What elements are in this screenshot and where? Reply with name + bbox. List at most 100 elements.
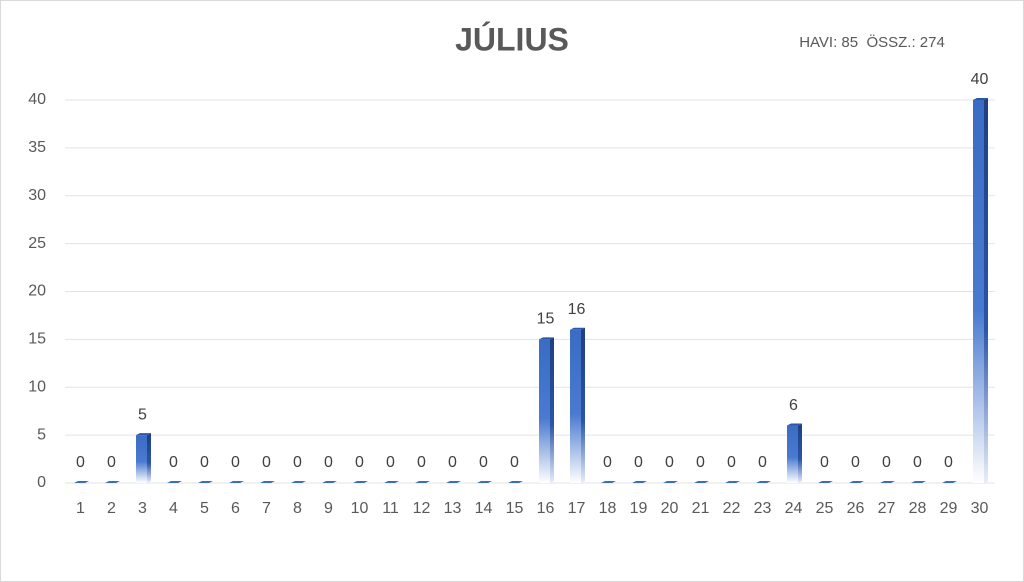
value-label: 0 (944, 454, 953, 471)
value-label: 0 (107, 454, 116, 471)
value-label: 0 (293, 454, 302, 471)
x-tick-label: 8 (293, 500, 302, 517)
bar (942, 481, 957, 483)
x-tick-label: 26 (847, 500, 865, 517)
bar (787, 425, 798, 483)
x-tick-label: 19 (630, 500, 648, 517)
x-tick-label: 27 (878, 500, 896, 517)
bar-top (136, 433, 151, 436)
bar (477, 481, 492, 483)
x-tick-label: 15 (506, 500, 524, 517)
x-tick-label: 4 (169, 500, 178, 517)
bar (601, 481, 616, 483)
bar (849, 481, 864, 483)
value-label: 0 (76, 454, 85, 471)
bar (632, 481, 647, 483)
y-tick-label: 30 (28, 187, 46, 204)
bar-top (539, 337, 554, 340)
x-tick-label: 2 (107, 500, 116, 517)
x-tick-label: 21 (692, 500, 710, 517)
value-label: 0 (851, 454, 860, 471)
bar (694, 481, 709, 483)
bar (105, 481, 120, 483)
bar (508, 481, 523, 483)
y-tick-label: 25 (28, 235, 46, 252)
x-tick-label: 18 (599, 500, 617, 517)
y-tick-label: 40 (28, 91, 46, 108)
x-tick-label: 5 (200, 500, 209, 517)
bar-top (570, 327, 585, 330)
value-label: 0 (758, 454, 767, 471)
value-label: 6 (789, 397, 798, 414)
bar (973, 100, 984, 483)
x-tick-label: 16 (537, 500, 555, 517)
value-label: 0 (231, 454, 240, 471)
x-tick-label: 12 (413, 500, 431, 517)
bar (74, 481, 89, 483)
bar-top (973, 98, 988, 100)
x-tick-label: 25 (816, 500, 834, 517)
y-tick-label: 5 (37, 426, 46, 443)
bar (818, 481, 833, 483)
value-label: 0 (479, 454, 488, 471)
bar (229, 481, 244, 483)
y-tick-label: 20 (28, 283, 46, 300)
bar (570, 329, 581, 483)
x-tick-label: 20 (661, 500, 679, 517)
value-label: 0 (913, 454, 922, 471)
x-tick-label: 9 (324, 500, 333, 517)
chart-title: JÚLIUS (455, 21, 569, 57)
bar (725, 481, 740, 483)
x-tick-label: 1 (76, 500, 85, 517)
value-label: 5 (138, 406, 147, 423)
value-label: 0 (324, 454, 333, 471)
value-label: 0 (696, 454, 705, 471)
x-tick-label: 17 (568, 500, 586, 517)
bar (446, 481, 461, 483)
bar (136, 435, 147, 483)
x-tick-label: 11 (382, 500, 399, 517)
value-label: 0 (510, 454, 519, 471)
bar (539, 339, 550, 483)
bar (353, 481, 368, 483)
x-tick-label: 7 (262, 500, 271, 517)
value-label: 0 (169, 454, 178, 471)
x-tick-label: 3 (138, 500, 147, 517)
bar-top (787, 423, 802, 426)
bar (260, 481, 275, 483)
bar-side (550, 337, 554, 483)
bar-side (798, 423, 802, 483)
bar (322, 481, 337, 483)
value-label: 0 (200, 454, 209, 471)
bar (756, 481, 771, 483)
x-tick-label: 6 (231, 500, 240, 517)
x-tick-label: 29 (940, 500, 958, 517)
bar (291, 481, 306, 483)
bar-side (147, 433, 151, 483)
y-tick-label: 10 (28, 378, 46, 395)
value-label: 0 (882, 454, 891, 471)
x-tick-label: 22 (723, 500, 741, 517)
x-tick-label: 13 (444, 500, 462, 517)
value-label: 40 (971, 71, 989, 88)
bar (198, 481, 213, 483)
value-label: 0 (820, 454, 829, 471)
bar (384, 481, 399, 483)
y-tick-label: 0 (37, 474, 46, 491)
value-label: 0 (634, 454, 643, 471)
value-label: 0 (355, 454, 364, 471)
x-tick-label: 28 (909, 500, 927, 517)
y-tick-label: 15 (28, 331, 46, 348)
bar (167, 481, 182, 483)
x-tick-label: 10 (351, 500, 369, 517)
bar (880, 481, 895, 483)
value-label: 0 (603, 454, 612, 471)
value-label: 0 (665, 454, 674, 471)
value-label: 16 (568, 301, 586, 318)
bar (663, 481, 678, 483)
y-tick-label: 35 (28, 139, 46, 156)
value-label: 0 (386, 454, 395, 471)
bar-side (581, 327, 585, 483)
bar (911, 481, 926, 483)
